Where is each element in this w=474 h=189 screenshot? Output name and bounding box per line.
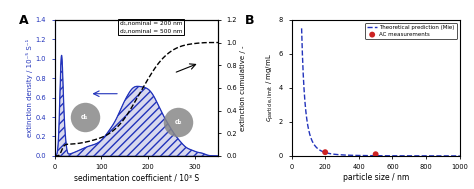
X-axis label: particle size / nm: particle size / nm [343,173,409,182]
Text: A: A [18,14,28,27]
Y-axis label: $c_\mathrm{particle,limit}$ / mg/mL: $c_\mathrm{particle,limit}$ / mg/mL [264,53,276,122]
X-axis label: sedimentation coefficient / 10³ S: sedimentation coefficient / 10³ S [74,173,199,182]
Theoretical prediction (Mie) [299,27,304,29]
Theoretical prediction (Mie) [407,155,413,157]
Legend: Theoretical prediction (Mie), AC measurements: Theoretical prediction (Mie), AC measure… [365,23,457,39]
Theoretical prediction (Mie) [422,155,428,157]
Theoretical prediction (Mie) [425,155,431,157]
Point [81,115,89,119]
Theoretical prediction (Mie) [315,148,320,150]
Line: Theoretical prediction (Mie): Theoretical prediction (Mie) [301,28,460,156]
AC measurements [321,151,329,154]
Theoretical prediction (Mie) [368,155,374,157]
AC measurements [372,153,379,156]
Theoretical prediction (Mie) [457,155,463,157]
Y-axis label: extinction density / 10⁻⁵ S⁻¹: extinction density / 10⁻⁵ S⁻¹ [26,39,33,137]
Y-axis label: extinction cumulative / -: extinction cumulative / - [240,45,246,131]
Theoretical prediction (Mie) [363,154,368,157]
Text: d₂: d₂ [174,119,182,125]
Point [174,120,182,123]
Text: B: B [245,14,254,27]
Text: d₁,nominal = 200 nm
d₂,nominal = 500 nm: d₁,nominal = 200 nm d₂,nominal = 500 nm [120,21,182,34]
Text: d₁: d₁ [81,114,89,120]
